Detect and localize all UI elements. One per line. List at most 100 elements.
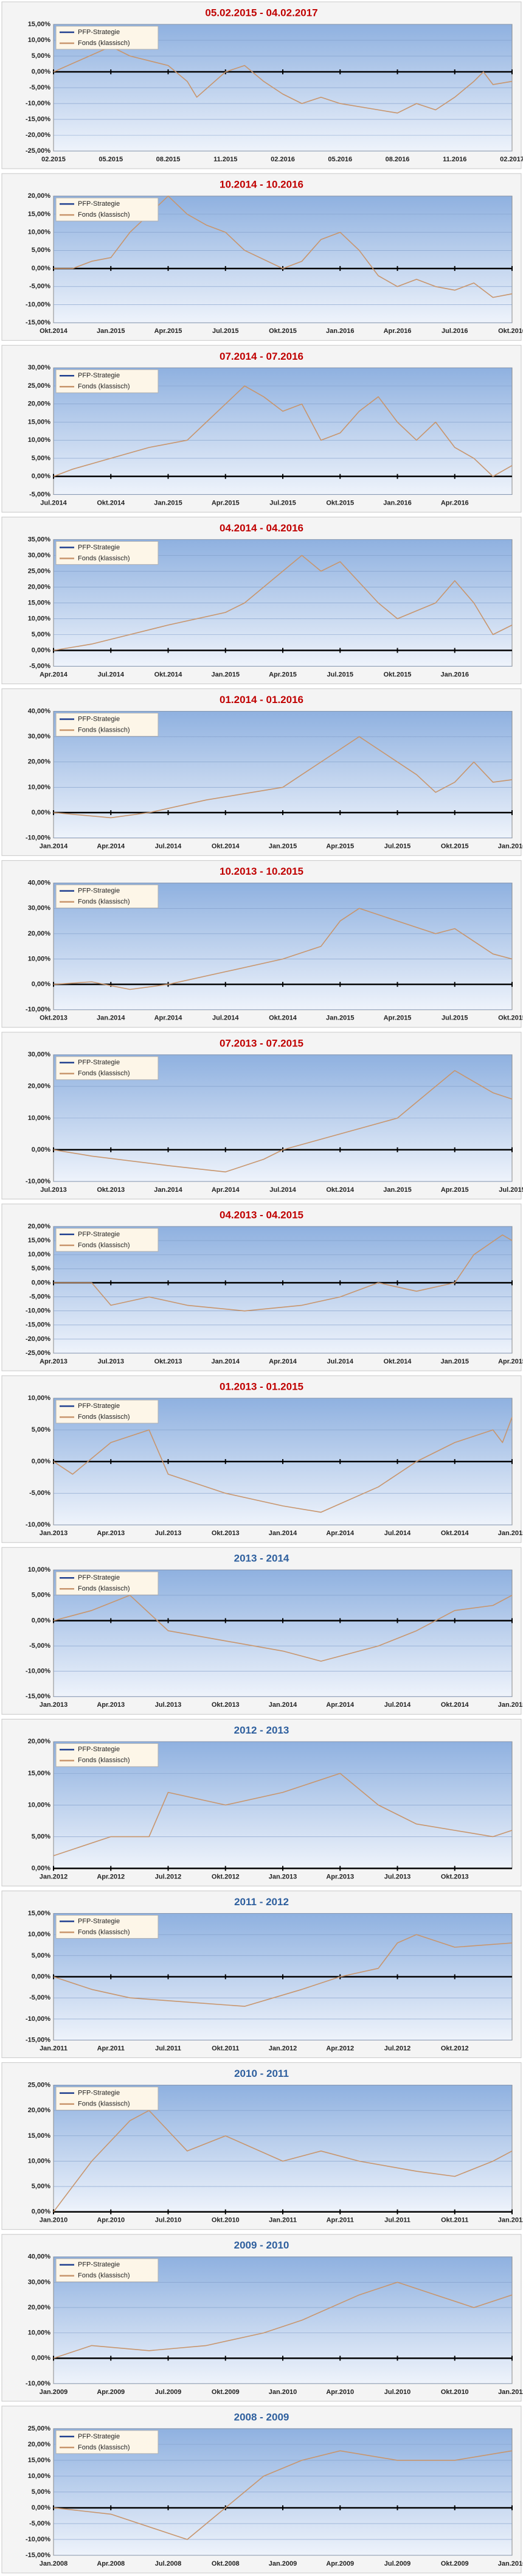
y-tick-label: 25,00% bbox=[28, 2082, 51, 2089]
y-tick-label: 0,00% bbox=[32, 981, 50, 988]
legend-label: Fonds (klassisch) bbox=[78, 383, 130, 390]
x-tick-label: Jan.2015 bbox=[498, 1701, 523, 1709]
y-tick-label: -5,00% bbox=[29, 1994, 50, 2001]
data-line bbox=[53, 1773, 513, 1857]
y-tick-label: 0,00% bbox=[32, 2208, 50, 2216]
y-tick-label: 15,00% bbox=[28, 1909, 51, 1917]
y-tick-label: 10,00% bbox=[28, 1395, 51, 1402]
data-line bbox=[53, 736, 513, 819]
x-tick-label: Apr.2015 bbox=[498, 1358, 523, 1365]
legend-label: PFP-Strategie bbox=[78, 200, 120, 208]
x-tick-label: 02.2015 bbox=[41, 156, 66, 163]
data-line bbox=[53, 2450, 513, 2540]
legend: PFP-Strategie Fonds (klassisch) bbox=[55, 1228, 159, 1252]
x-tick-label: Jan.2016 bbox=[441, 671, 469, 678]
x-tick-label: Okt.2015 bbox=[384, 671, 412, 678]
x-tick-label: Okt.2015 bbox=[441, 843, 469, 850]
y-tick-label: 20,00% bbox=[28, 401, 51, 408]
x-tick-label: Apr.2014 bbox=[40, 671, 68, 678]
x-tick-label: Okt.2012 bbox=[441, 2045, 469, 2053]
y-tick-label: -15,00% bbox=[26, 2552, 50, 2559]
x-tick-label: Okt.2015 bbox=[269, 327, 297, 335]
chart-title: 04.2013 - 04.2015 bbox=[220, 1209, 303, 1220]
legend-label: PFP-Strategie bbox=[78, 1917, 120, 1925]
legend: PFP-Strategie Fonds (klassisch) bbox=[55, 2087, 159, 2111]
x-tick-label: Apr.2009 bbox=[326, 2560, 354, 2567]
legend-label: Fonds (klassisch) bbox=[78, 1585, 130, 1592]
y-tick-label: 15,00% bbox=[28, 418, 51, 425]
chart-title: 10.2013 - 10.2015 bbox=[220, 866, 303, 877]
legend-box bbox=[55, 197, 159, 222]
y-tick-label: 5,00% bbox=[32, 52, 50, 60]
x-tick-label: Okt.2014 bbox=[40, 327, 68, 335]
chart-panel: 04.2013 - 04.2015 -25,00% -20,00% -15,00% -1… bbox=[1, 1203, 523, 1371]
data-line bbox=[53, 2281, 513, 2359]
x-tick-label: Jan.2015 bbox=[441, 1358, 469, 1365]
x-tick-label: Jan.2010 bbox=[40, 2217, 68, 2224]
legend-label: PFP-Strategie bbox=[78, 372, 120, 379]
y-tick-label: 0,00% bbox=[32, 1864, 50, 1872]
x-tick-label: Apr.2014 bbox=[326, 1701, 355, 1709]
y-tick-label: 0,00% bbox=[32, 473, 50, 480]
y-tick-label: 0,00% bbox=[32, 1146, 50, 1153]
x-tick-label: Apr.2008 bbox=[97, 2560, 125, 2567]
legend-box bbox=[55, 1228, 159, 1252]
legend-label: Fonds (klassisch) bbox=[78, 40, 130, 47]
y-tick-label: 5,00% bbox=[32, 2488, 50, 2496]
chart-title: 2013 - 2014 bbox=[234, 1553, 289, 1564]
y-tick-label: -10,00% bbox=[26, 2380, 50, 2387]
legend-label: PFP-Strategie bbox=[78, 1059, 120, 1066]
x-tick-label: Jan.2011 bbox=[498, 2389, 523, 2396]
legend-label: PFP-Strategie bbox=[78, 1231, 120, 1238]
y-tick-label: 20,00% bbox=[28, 192, 51, 200]
x-tick-label: Apr.2015 bbox=[384, 1015, 412, 1022]
x-tick-label: Jan.2015 bbox=[383, 1186, 411, 1194]
x-tick-label: Jul.2013 bbox=[155, 1530, 181, 1537]
x-tick-label: Okt.2013 bbox=[97, 1186, 125, 1194]
legend: PFP-Strategie Fonds (klassisch) bbox=[55, 197, 159, 222]
y-tick-label: 10,00% bbox=[28, 1115, 51, 1122]
x-tick-label: Jul.2013 bbox=[155, 1701, 181, 1709]
y-tick-label: -5,00% bbox=[29, 1293, 50, 1300]
chart-title: 2010 - 2011 bbox=[234, 2068, 289, 2079]
x-tick-label: Okt.2014 bbox=[441, 1701, 469, 1709]
y-tick-label: 5,00% bbox=[32, 1426, 50, 1433]
x-tick-label: Jan.2012 bbox=[40, 1873, 68, 1880]
y-tick-label: 0,00% bbox=[32, 1973, 50, 1980]
data-line bbox=[54, 195, 513, 298]
y-tick-label: 35,00% bbox=[28, 536, 51, 543]
x-tick-label: Jul.2015 bbox=[212, 327, 238, 335]
legend-label: Fonds (klassisch) bbox=[78, 898, 130, 906]
x-tick-label: Jan.2012 bbox=[269, 2045, 297, 2053]
x-tick-label: Apr.2013 bbox=[40, 1358, 68, 1365]
legend-label: Fonds (klassisch) bbox=[78, 1757, 130, 1764]
x-tick-label: Jul.2015 bbox=[327, 671, 353, 678]
y-tick-label: 30,00% bbox=[28, 2278, 51, 2286]
x-tick-label: Okt.2013 bbox=[441, 1873, 469, 1880]
legend-box bbox=[55, 541, 159, 565]
y-tick-label: -10,00% bbox=[26, 1178, 50, 1185]
x-tick-label: Jan.2015 bbox=[97, 327, 125, 335]
y-tick-label: 40,00% bbox=[28, 707, 51, 715]
x-tick-label: Jan.2016 bbox=[498, 843, 523, 850]
legend-label: Fonds (klassisch) bbox=[78, 2272, 130, 2280]
y-tick-label: -10,00% bbox=[26, 835, 50, 842]
y-tick-label: 30,00% bbox=[28, 364, 51, 371]
legend-label: Fonds (klassisch) bbox=[78, 2444, 130, 2451]
x-tick-label: Okt.2010 bbox=[212, 2217, 240, 2224]
x-tick-label: Jul.2014 bbox=[327, 1358, 354, 1365]
chart-panel: 01.2013 - 01.2015 -10,00% -5,00% 0,00% 5,00%… bbox=[1, 1375, 523, 1543]
legend-label: Fonds (klassisch) bbox=[78, 1928, 130, 1936]
y-tick-label: -20,00% bbox=[26, 131, 50, 139]
x-tick-label: Okt.2011 bbox=[441, 2217, 468, 2224]
x-tick-label: Jan.2013 bbox=[40, 1701, 68, 1709]
y-tick-label: -10,00% bbox=[26, 301, 50, 308]
y-tick-label: 10,00% bbox=[28, 2329, 51, 2337]
chart-panel: 2011 - 2012 -15,00% -10,00% -5,00% 0,00% 5,00… bbox=[1, 1890, 522, 2059]
x-tick-label: Jul.2016 bbox=[442, 327, 468, 335]
chart-panel: 2009 - 2010 -10,00% 0,00% 10,00% 20,00% 30,00… bbox=[1, 2234, 523, 2402]
y-tick-label: 10,00% bbox=[28, 783, 51, 791]
x-tick-label: Jan.2016 bbox=[383, 499, 411, 506]
y-tick-label: 10,00% bbox=[28, 37, 51, 44]
